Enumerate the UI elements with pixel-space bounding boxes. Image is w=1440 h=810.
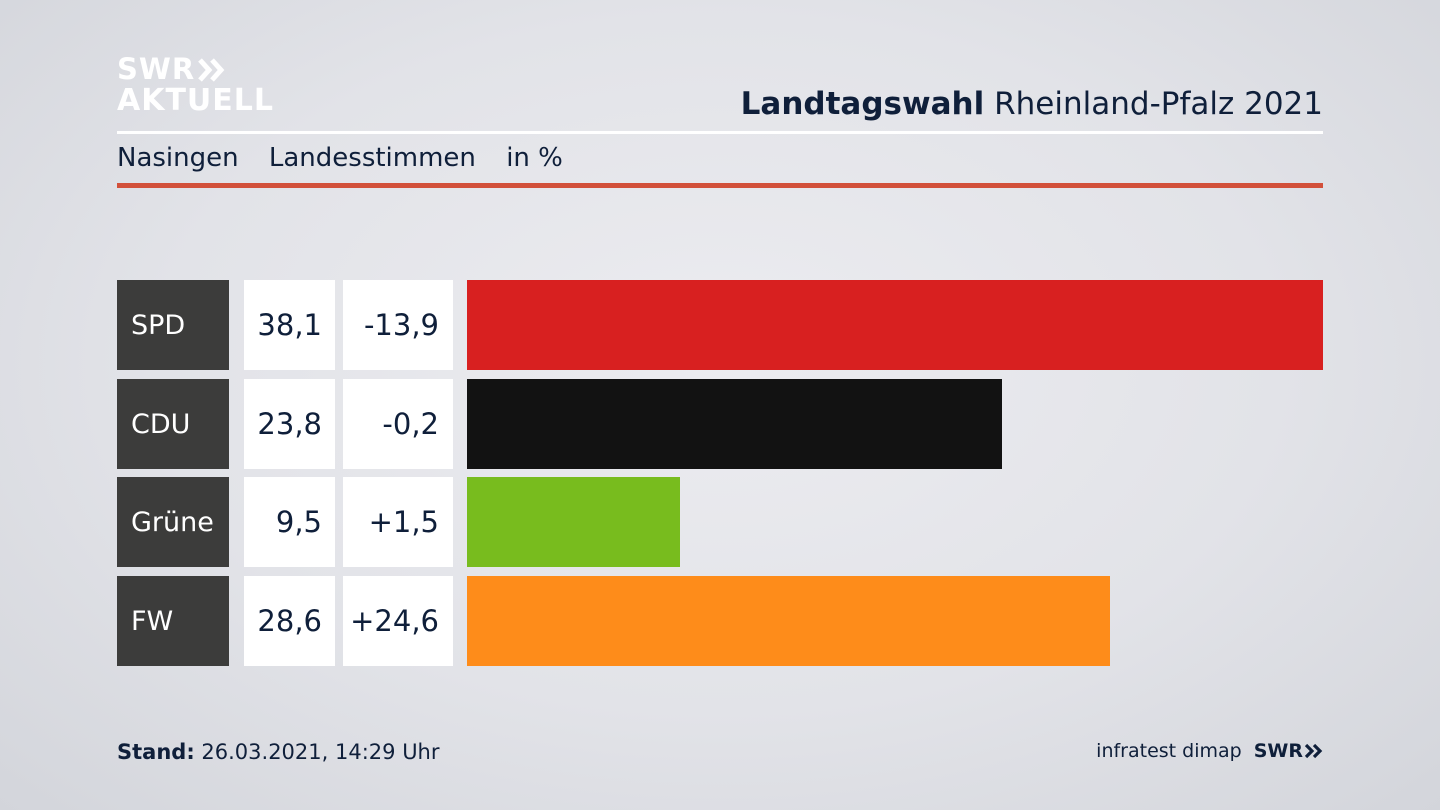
double-chevron-right-icon <box>198 57 225 82</box>
page-title: Landtagswahl Rheinland-Pfalz 2021 <box>741 86 1323 122</box>
change-label: +1,5 <box>343 477 453 567</box>
bar-row-spd: SPD 38,1 -13,9 <box>117 280 1323 370</box>
title-bold: Landtagswahl <box>740 86 985 122</box>
change-label: -13,9 <box>343 280 453 370</box>
bar-spd <box>467 280 1323 370</box>
broadcaster-name: SWR <box>1253 740 1303 762</box>
value-label: 28,6 <box>244 576 335 666</box>
logo-line1: SWR <box>117 52 196 86</box>
source-credit: infratest dimap SWR <box>1096 740 1323 762</box>
logo-line2: AKTUELL <box>117 83 275 118</box>
bar-row-fw: FW 28,6 +24,6 <box>117 576 1323 666</box>
party-label: Grüne <box>117 477 229 567</box>
value-label: 9,5 <box>244 477 335 567</box>
subtitle-place: Nasingen <box>117 143 239 173</box>
header-divider <box>117 131 1323 134</box>
subtitle-type: Landesstimmen <box>268 143 476 173</box>
double-chevron-right-icon <box>1305 743 1323 759</box>
subtitle: Nasingen Landesstimmen in % <box>117 143 585 173</box>
bar-gr-ne <box>467 477 680 567</box>
stand-label: Stand: <box>117 740 195 764</box>
party-label: CDU <box>117 379 229 469</box>
change-label: +24,6 <box>343 576 453 666</box>
bar-cdu <box>467 379 1002 469</box>
subtitle-unit: in % <box>506 143 563 173</box>
accent-divider <box>117 183 1323 188</box>
party-label: SPD <box>117 280 229 370</box>
source-name: infratest dimap <box>1096 740 1242 762</box>
value-label: 38,1 <box>244 280 335 370</box>
swr-aktuell-logo: SWR AKTUELL <box>117 52 275 118</box>
bar-fw <box>467 576 1110 666</box>
stand-value: 26.03.2021, 14:29 Uhr <box>201 740 440 764</box>
title-rest: Rheinland-Pfalz 2021 <box>994 86 1323 122</box>
change-label: -0,2 <box>343 379 453 469</box>
swr-small-logo: SWR <box>1254 740 1323 762</box>
party-label: FW <box>117 576 229 666</box>
timestamp: Stand: 26.03.2021, 14:29 Uhr <box>117 740 440 764</box>
bar-row-cdu: CDU 23,8 -0,2 <box>117 379 1323 469</box>
bar-row-gr-ne: Grüne 9,5 +1,5 <box>117 477 1323 567</box>
value-label: 23,8 <box>244 379 335 469</box>
